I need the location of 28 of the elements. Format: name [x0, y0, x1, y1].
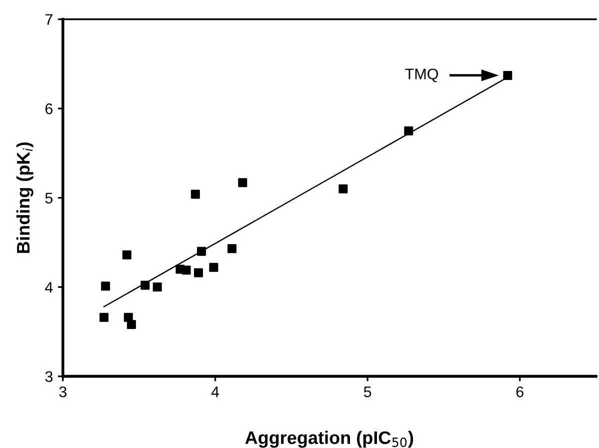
point	[404, 126, 414, 136]
x-tick-label: 5	[364, 386, 372, 398]
point	[238, 178, 248, 188]
y-tick-label: 6	[45, 103, 52, 114]
point	[140, 280, 150, 290]
point	[100, 312, 109, 322]
y-tick-label: 7	[45, 14, 52, 25]
point	[126, 320, 136, 330]
y-tick-label: 5	[45, 192, 53, 204]
x-axis-title: Aggregation (pIC$_{50}$)	[245, 430, 414, 448]
point	[122, 250, 132, 260]
point	[194, 268, 203, 278]
point	[227, 244, 236, 254]
point	[101, 282, 110, 291]
y-axis-title: Binding (pK$_{i}$)	[16, 142, 34, 253]
x-tick-label: 6	[516, 386, 524, 398]
point	[338, 184, 348, 194]
annotation: TMQ	[405, 68, 438, 82]
point	[209, 262, 218, 272]
point	[152, 282, 162, 292]
point	[190, 190, 200, 199]
point	[182, 266, 191, 275]
y-tick-label: 3	[45, 371, 52, 382]
x-tick-label: 3	[59, 386, 66, 398]
point	[197, 246, 206, 256]
y-tick-label: 4	[45, 282, 53, 293]
x-tick-label: 4	[211, 386, 220, 398]
point	[503, 71, 512, 80]
